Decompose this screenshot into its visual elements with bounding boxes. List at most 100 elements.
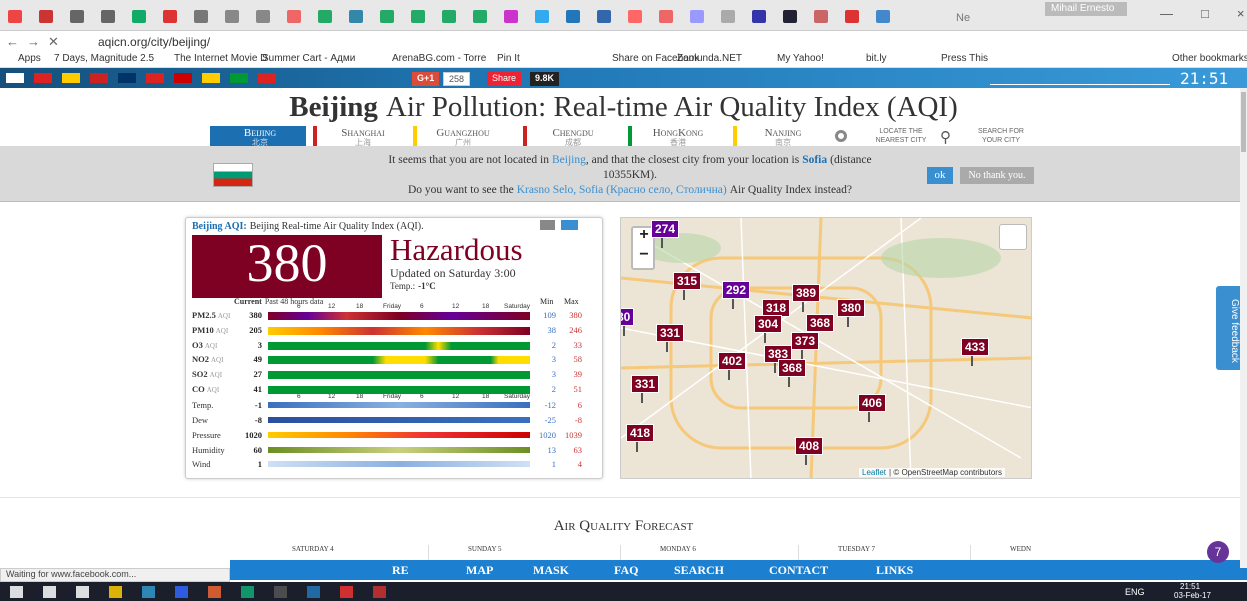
taskbar-icon[interactable] bbox=[10, 586, 23, 598]
aqi-marker[interactable]: 389 bbox=[792, 284, 820, 302]
taskbar-icon[interactable] bbox=[340, 586, 353, 598]
browser-tab[interactable] bbox=[163, 10, 177, 23]
aqi-marker[interactable]: 292 bbox=[722, 281, 750, 299]
zoom-out[interactable]: − bbox=[633, 246, 655, 264]
user-name[interactable]: Mihail Ernesto bbox=[1045, 2, 1127, 16]
bookmark[interactable]: Pin It bbox=[497, 53, 520, 64]
browser-tab[interactable] bbox=[318, 10, 332, 23]
taskbar-icon[interactable] bbox=[109, 586, 122, 598]
badge[interactable]: 7 bbox=[1207, 541, 1229, 563]
flag[interactable] bbox=[62, 73, 80, 83]
browser-tab[interactable] bbox=[628, 10, 642, 23]
bookmark[interactable]: ArenaBG.com - Torre bbox=[392, 53, 486, 64]
gplus-button[interactable]: G+1 bbox=[412, 72, 439, 86]
browser-tab[interactable] bbox=[256, 10, 270, 23]
aqi-marker[interactable]: 80 bbox=[620, 308, 634, 326]
taskbar-icon[interactable] bbox=[175, 586, 188, 598]
notice-link[interactable]: Krasno Selo, Sofia (Красно село, Столичн… bbox=[517, 184, 727, 196]
map[interactable]: +−27431529238931838030436880331373383368… bbox=[620, 217, 1032, 479]
browser-tab[interactable] bbox=[504, 10, 518, 23]
aqi-marker[interactable]: 368 bbox=[778, 359, 806, 377]
browser-tab[interactable] bbox=[876, 10, 890, 23]
flag[interactable] bbox=[118, 73, 136, 83]
nav-link[interactable]: RE bbox=[392, 563, 409, 578]
browser-tab[interactable] bbox=[132, 10, 146, 23]
search-icon[interactable]: ⚲ bbox=[940, 128, 951, 146]
nav-link[interactable]: LINKS bbox=[876, 563, 913, 578]
browser-tab[interactable] bbox=[39, 10, 53, 23]
bookmark[interactable]: The Internet Movie D bbox=[174, 53, 267, 64]
aqi-marker[interactable]: 315 bbox=[673, 272, 701, 290]
aqi-marker[interactable]: 408 bbox=[795, 437, 823, 455]
browser-tab[interactable] bbox=[380, 10, 394, 23]
flag[interactable] bbox=[90, 73, 108, 83]
locate-text[interactable]: Locate the bbox=[866, 128, 936, 135]
taskbar-icon[interactable] bbox=[307, 586, 320, 598]
bookmark[interactable]: Press This bbox=[941, 53, 988, 64]
leaflet-link[interactable]: Leaflet bbox=[862, 468, 886, 477]
browser-tab[interactable] bbox=[783, 10, 797, 23]
bookmark[interactable]: Apps bbox=[18, 53, 41, 64]
no-button[interactable]: No thank you. bbox=[960, 167, 1034, 184]
taskbar-icon[interactable] bbox=[43, 586, 56, 598]
bookmark[interactable]: Zamunda.NET bbox=[677, 53, 742, 64]
browser-tab[interactable] bbox=[8, 10, 22, 23]
browser-tab[interactable] bbox=[814, 10, 828, 23]
url[interactable]: aqicn.org/city/beijing/ bbox=[98, 35, 210, 49]
browser-tab[interactable] bbox=[721, 10, 735, 23]
browser-tab[interactable] bbox=[101, 10, 115, 23]
aqi-marker[interactable]: 433 bbox=[961, 338, 989, 356]
taskbar-icon[interactable] bbox=[76, 586, 89, 598]
search-text[interactable]: your city bbox=[966, 137, 1036, 144]
bookmark[interactable]: 7 Days, Magnitude 2.5 bbox=[54, 53, 154, 64]
share-button[interactable]: Share bbox=[487, 72, 521, 86]
url-field[interactable] bbox=[84, 33, 1174, 50]
browser-tab[interactable] bbox=[194, 10, 208, 23]
browser-tab[interactable] bbox=[473, 10, 487, 23]
other-bookmarks[interactable]: Other bookmarks bbox=[1172, 53, 1247, 64]
taskbar-icon[interactable] bbox=[274, 586, 287, 598]
flag[interactable] bbox=[230, 73, 248, 83]
nav-link[interactable]: CONTACT bbox=[769, 563, 828, 578]
aqi-marker[interactable]: 274 bbox=[651, 220, 679, 238]
lang[interactable]: ENG bbox=[1125, 587, 1145, 597]
ok-button[interactable]: ok bbox=[927, 167, 953, 184]
taskbar-icon[interactable] bbox=[373, 586, 386, 598]
locate-icon[interactable] bbox=[835, 130, 847, 142]
feedback-tab[interactable]: Give feedback bbox=[1216, 286, 1240, 370]
nav-link[interactable]: MAP bbox=[466, 563, 493, 578]
aqi-marker[interactable]: 380 bbox=[837, 299, 865, 317]
aqi-marker[interactable]: 373 bbox=[791, 332, 819, 350]
search-text[interactable]: Search for bbox=[966, 128, 1036, 135]
browser-tab[interactable] bbox=[442, 10, 456, 23]
aqi-marker[interactable]: 368 bbox=[806, 314, 834, 332]
flag[interactable] bbox=[6, 73, 24, 83]
browser-tab[interactable] bbox=[566, 10, 580, 23]
flag[interactable] bbox=[174, 73, 192, 83]
nav-link[interactable]: SEARCH bbox=[674, 563, 724, 578]
aqi-marker[interactable]: 331 bbox=[656, 324, 684, 342]
browser-tab[interactable] bbox=[535, 10, 549, 23]
nav-link[interactable]: MASK bbox=[533, 563, 569, 578]
taskbar-date[interactable]: 03-Feb-17 bbox=[1174, 591, 1211, 600]
nav-link[interactable]: FAQ bbox=[614, 563, 638, 578]
browser-tab[interactable] bbox=[752, 10, 766, 23]
browser-tab[interactable] bbox=[225, 10, 239, 23]
browser-tab[interactable] bbox=[845, 10, 859, 23]
aqi-marker[interactable]: 406 bbox=[858, 394, 886, 412]
flag[interactable] bbox=[146, 73, 164, 83]
search-field[interactable] bbox=[990, 84, 1170, 85]
aqi-marker[interactable]: 304 bbox=[754, 315, 782, 333]
aqi-marker[interactable]: 402 bbox=[718, 352, 746, 370]
browser-tab[interactable] bbox=[411, 10, 425, 23]
notice-near[interactable]: Sofia bbox=[802, 154, 827, 166]
taskbar-time[interactable]: 21:51 bbox=[1180, 582, 1200, 591]
notice-city[interactable]: Beijing bbox=[552, 154, 586, 166]
bookmark[interactable]: bit.ly bbox=[866, 53, 887, 64]
taskbar-icon[interactable] bbox=[142, 586, 155, 598]
aqi-marker[interactable]: 331 bbox=[631, 375, 659, 393]
share-icons[interactable] bbox=[540, 220, 578, 230]
taskbar-icon[interactable] bbox=[208, 586, 221, 598]
browser-tab[interactable] bbox=[690, 10, 704, 23]
browser-tab[interactable] bbox=[659, 10, 673, 23]
